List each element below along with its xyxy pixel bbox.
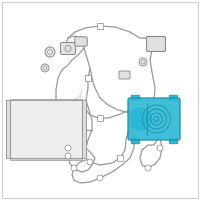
FancyBboxPatch shape xyxy=(169,95,178,101)
Circle shape xyxy=(65,145,71,151)
Bar xyxy=(10,158,82,160)
FancyBboxPatch shape xyxy=(169,138,178,144)
Circle shape xyxy=(157,145,163,151)
FancyBboxPatch shape xyxy=(60,43,76,54)
Circle shape xyxy=(145,165,151,171)
Circle shape xyxy=(139,58,147,66)
Circle shape xyxy=(97,175,103,181)
Bar xyxy=(97,23,103,29)
Bar xyxy=(82,100,86,158)
FancyBboxPatch shape xyxy=(75,37,87,46)
FancyBboxPatch shape xyxy=(119,71,130,79)
Circle shape xyxy=(130,108,152,130)
FancyBboxPatch shape xyxy=(146,36,166,51)
Bar xyxy=(85,75,91,81)
Circle shape xyxy=(87,159,93,165)
Bar xyxy=(10,100,82,158)
FancyBboxPatch shape xyxy=(128,98,180,140)
Circle shape xyxy=(41,64,49,72)
Bar xyxy=(117,155,123,161)
Bar xyxy=(6,100,10,158)
FancyBboxPatch shape xyxy=(131,95,140,101)
Bar xyxy=(10,98,82,100)
FancyBboxPatch shape xyxy=(131,138,140,144)
Circle shape xyxy=(45,47,55,57)
Circle shape xyxy=(71,165,77,171)
Circle shape xyxy=(65,153,71,159)
Bar xyxy=(97,115,103,121)
